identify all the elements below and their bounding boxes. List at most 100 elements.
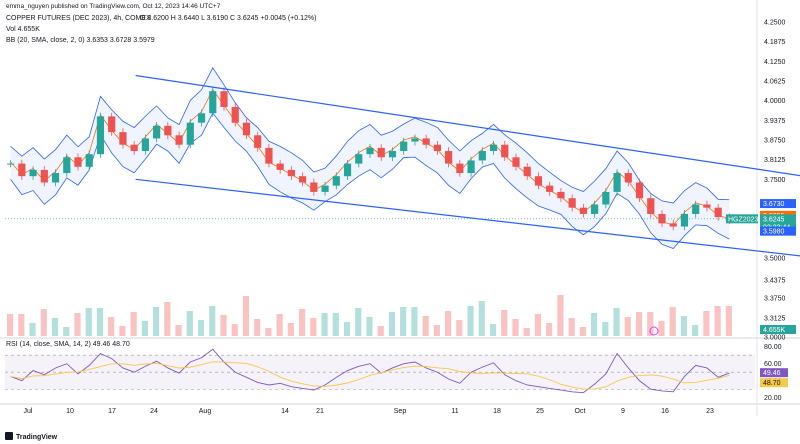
candle-body (220, 91, 228, 107)
volume-bar (310, 318, 317, 336)
candle-body (18, 163, 26, 177)
candle-body (534, 176, 543, 186)
volume-bar (119, 326, 126, 336)
time-tick-label: 17 (108, 408, 116, 415)
volume-bar (265, 328, 272, 336)
time-tick-label: 14 (281, 408, 289, 415)
publisher-line: emma_nguyen published on TradingView.com… (6, 3, 221, 10)
candle-body (254, 135, 262, 148)
symbol-tag: HGZ2023 (728, 216, 758, 223)
volume-bar (108, 317, 115, 336)
volume-bar (568, 318, 575, 336)
bb-upper-tag-bg (760, 199, 796, 209)
volume-bar (725, 306, 732, 336)
volume-bar (209, 306, 216, 336)
candle-body (624, 173, 632, 183)
price-tick-label: 3.8125 (764, 157, 786, 164)
volume-bar (366, 317, 373, 336)
candle-body (332, 176, 340, 186)
rsi-tick-label: 60.00 (764, 361, 782, 368)
bb-upper-line (10, 67, 730, 204)
price-tick-label: 3.4375 (764, 278, 786, 285)
candle-body (411, 138, 419, 142)
bb-legend[interactable]: BB (20, SMA, close, 2, 0) 3.6353 3.6728 … (6, 37, 155, 44)
time-tick-label: 25 (536, 408, 544, 415)
candle-body (703, 204, 711, 208)
candle-body (242, 122, 251, 136)
volume-bar (153, 307, 160, 336)
tradingview-logo-icon (5, 432, 13, 440)
candle-body (568, 198, 576, 208)
volume-bar (63, 327, 70, 336)
volume-legend[interactable]: Vol 4.655K (6, 26, 40, 33)
volume-bar (7, 314, 14, 336)
volume-bar (74, 313, 81, 336)
time-tick-label: 24 (150, 408, 158, 415)
volume-bar (29, 323, 36, 336)
volume-bar (456, 320, 463, 336)
candle-body (175, 135, 183, 145)
volume-bar (175, 325, 182, 336)
candle-body (433, 144, 441, 152)
rsi-tick-label: 80.00 (764, 344, 782, 351)
candle-body (287, 169, 295, 177)
volume-bar (546, 323, 553, 336)
candle-body (7, 163, 15, 165)
symbol-title[interactable]: COPPER FUTURES (DEC 2023), 4h, COMEX (6, 15, 151, 22)
time-tick-label: 23 (706, 408, 714, 415)
candle-body (74, 157, 82, 167)
volume-bar (422, 316, 429, 336)
volume-bar (51, 318, 59, 336)
candle-body (489, 144, 498, 152)
volume-tag: 4.655K (763, 327, 786, 334)
candle-body (366, 147, 374, 155)
candle-body (669, 223, 677, 227)
volume-bar (197, 320, 205, 336)
candle-body (141, 138, 149, 152)
volume-bar (332, 313, 339, 336)
candle-body (265, 147, 273, 164)
channel-lower-line (135, 178, 800, 257)
volume-bar (624, 317, 631, 336)
volume-bar (523, 328, 530, 336)
volume-bar (669, 307, 676, 336)
rsi-sma-tag: 48.70 (763, 380, 781, 387)
candle-body (130, 144, 138, 152)
volume-bar (85, 308, 92, 336)
candle-body (613, 173, 621, 192)
volume-bar (388, 312, 396, 336)
volume-bar (579, 327, 586, 336)
volume-bar (254, 319, 261, 336)
volume-bar (635, 312, 643, 336)
candle-body (422, 138, 430, 145)
brand-logo-text: TradingView (16, 434, 58, 441)
time-tick-label: Sep (394, 408, 407, 415)
volume-bar (141, 321, 148, 336)
last-price-tag-bg (760, 214, 796, 224)
candle-body (591, 204, 599, 214)
volume-bar (411, 307, 418, 336)
candle-body (85, 154, 93, 167)
bb-lower-tag-bg (760, 226, 796, 236)
candle-body (647, 198, 655, 214)
candle-body (209, 91, 217, 114)
price-tick-label: 3.0000 (764, 335, 786, 342)
candle-body (714, 207, 722, 218)
candle-body (63, 157, 71, 174)
volume-bar (18, 314, 25, 336)
volume-bar (613, 308, 620, 336)
rsi-sma-tag-bg (760, 378, 788, 388)
channel-upper-line (135, 74, 800, 177)
candle-body (355, 154, 363, 164)
candle-body (51, 173, 60, 183)
rsi-legend[interactable]: RSI (14, close, SMA, 14, 2) 49.46 48.70 (6, 341, 130, 348)
candle-body (231, 106, 239, 123)
candle-body (692, 204, 700, 214)
volume-bar (231, 324, 238, 336)
candle-body (400, 141, 408, 152)
rsi-value-tag: 49.46 (763, 370, 781, 377)
price-tick-label: 3.3750 (764, 296, 786, 303)
price-tick-label: 3.3125 (764, 316, 786, 323)
candle-body (276, 163, 284, 170)
